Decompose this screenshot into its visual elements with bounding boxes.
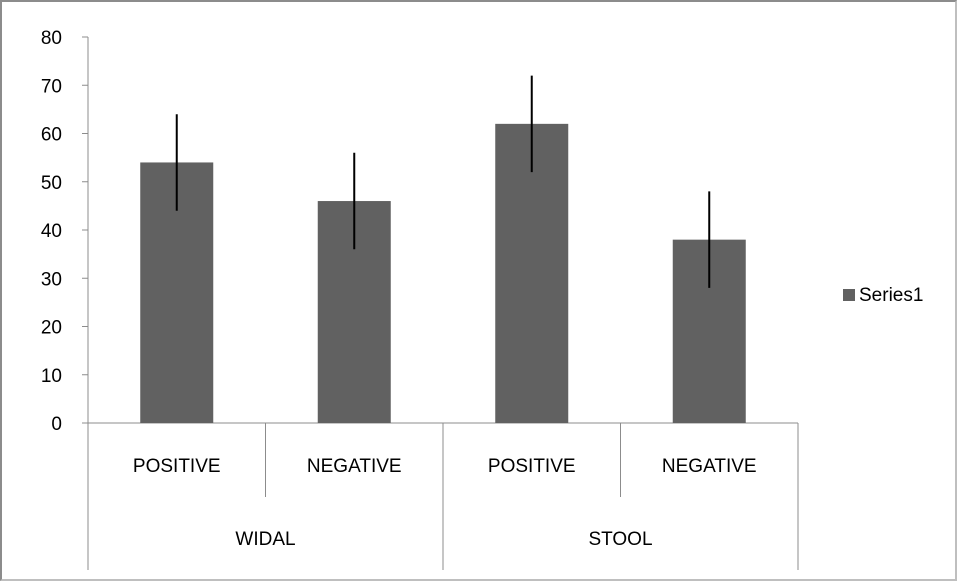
x-group-label: STOOL bbox=[588, 529, 652, 550]
legend-label-series1: Series1 bbox=[859, 285, 923, 306]
y-tick-label: 50 bbox=[41, 173, 62, 194]
y-tick-label: 40 bbox=[41, 221, 62, 242]
bars bbox=[140, 123, 746, 423]
legend-swatch bbox=[843, 289, 855, 301]
y-tick-label: 60 bbox=[41, 125, 62, 146]
legend: Series1 bbox=[843, 285, 923, 306]
x-category-label: POSITIVE bbox=[133, 456, 221, 477]
x-category-label: NEGATIVE bbox=[662, 456, 757, 477]
y-tick-label: 0 bbox=[51, 414, 62, 435]
x-category-label: POSITIVE bbox=[488, 456, 576, 477]
bar bbox=[495, 123, 569, 423]
y-tick-label: 70 bbox=[41, 76, 62, 97]
y-tick-label: 10 bbox=[41, 366, 62, 387]
y-tick-label: 30 bbox=[41, 269, 62, 290]
y-tick-label: 80 bbox=[41, 28, 62, 49]
y-tick-label: 20 bbox=[41, 318, 62, 339]
error-bars bbox=[175, 75, 711, 288]
axis-labels: 0 10 20 30 40 50 60 70 80 POSITIVE NEGATIVE POSITIV… bbox=[41, 28, 757, 550]
x-category-label: NEGATIVE bbox=[307, 456, 402, 477]
x-group-label: WIDAL bbox=[235, 529, 295, 550]
